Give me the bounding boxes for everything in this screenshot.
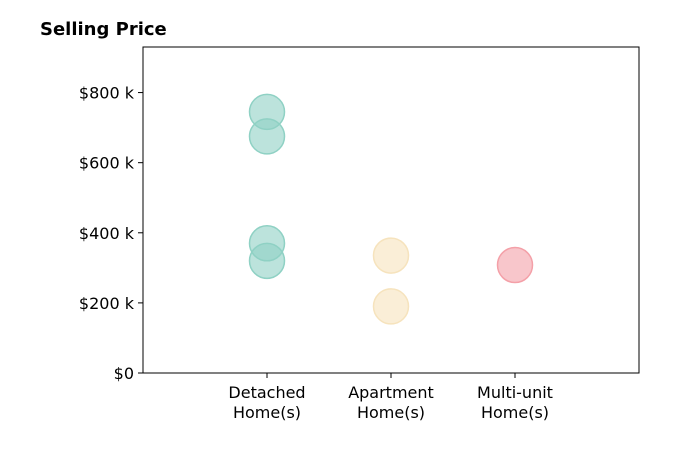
y-tick-label: $800 k bbox=[79, 84, 135, 103]
y-tick-label: $0 bbox=[114, 364, 134, 383]
x-tick-label: Home(s) bbox=[233, 403, 301, 422]
data-point bbox=[372, 237, 410, 274]
x-tick-label: Detached bbox=[228, 383, 305, 402]
data-point bbox=[496, 246, 534, 284]
x-tick-label: Home(s) bbox=[481, 403, 549, 422]
data-point bbox=[248, 118, 286, 155]
y-tick-label: $200 k bbox=[79, 294, 135, 313]
x-tick-label: Multi-unit bbox=[477, 383, 553, 402]
data-points bbox=[248, 93, 534, 325]
x-tick-label: Home(s) bbox=[357, 403, 425, 422]
x-axis: DetachedHome(s)ApartmentHome(s)Multi-uni… bbox=[228, 373, 553, 422]
data-point bbox=[248, 242, 286, 280]
data-point bbox=[372, 288, 410, 325]
y-tick-label: $600 k bbox=[79, 154, 135, 173]
chart-title: Selling Price bbox=[40, 19, 167, 40]
y-tick-label: $400 k bbox=[79, 224, 135, 243]
y-axis: $0 $200 k $400 k $600 k $800 k bbox=[79, 84, 143, 383]
x-tick-label: Apartment bbox=[348, 383, 434, 402]
